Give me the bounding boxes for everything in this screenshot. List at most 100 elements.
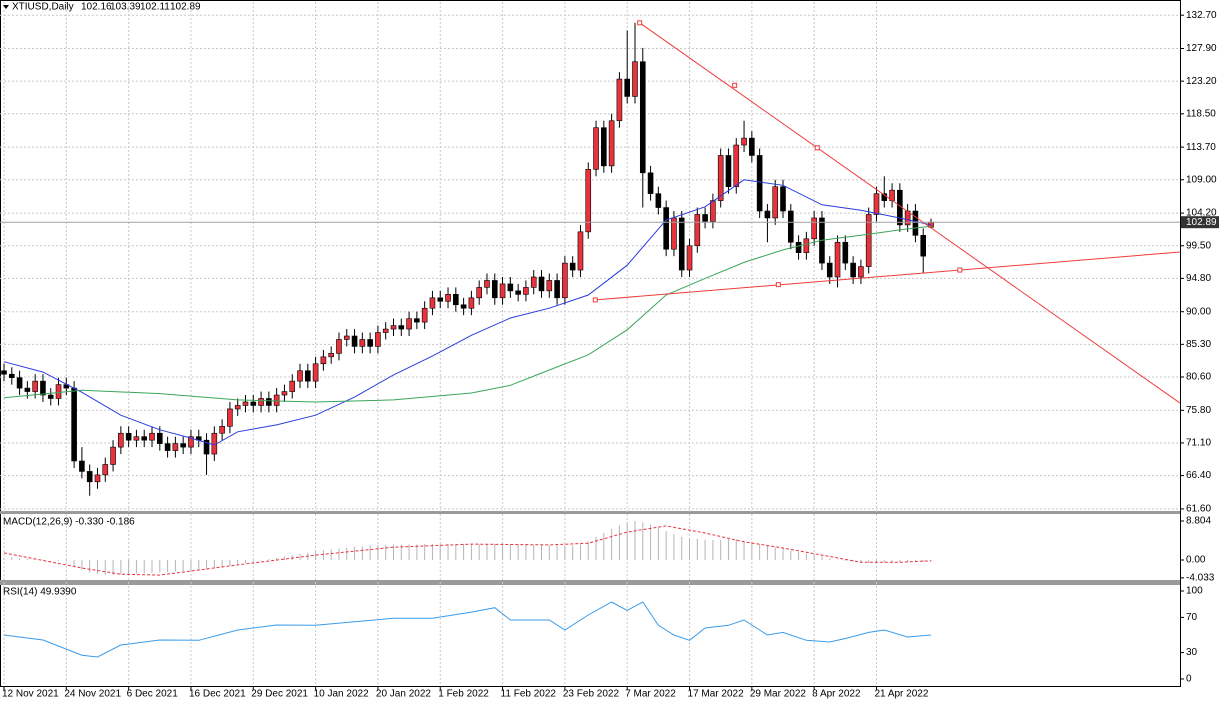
candle-body [157,432,163,444]
y-tick-label: 0 [1186,674,1192,685]
candle-body [826,262,833,278]
last-price-box [1181,216,1219,229]
candle-body [133,436,140,441]
candle-body [94,474,101,483]
x-tick-label: 11 Feb 2022 [501,689,557,700]
candle-body [180,443,186,448]
trendline [595,251,1181,301]
candle-body [351,335,358,347]
candle-body [585,169,592,233]
candle-body [858,266,864,278]
candle-body [507,283,514,292]
candle-body [125,432,132,441]
y-tick-label: 0.00 [1186,555,1206,566]
candle-body [920,235,927,257]
candle-body [678,217,685,271]
x-tick-label: 12 Nov 2021 [2,689,59,700]
x-tick-label: 29 Mar 2022 [750,689,807,700]
candle-body [437,297,444,302]
candle-body [398,325,405,330]
candle-body [429,297,436,309]
candle-body [577,231,584,271]
x-tick-label: 10 Jan 2022 [314,689,369,700]
candle-body [632,61,638,97]
candle-body [359,339,366,347]
candle-body [367,339,373,347]
x-tick-label: 20 Jan 2022 [376,689,431,700]
moving-average [3,225,932,403]
candle-body [71,387,77,462]
y-tick-label: 132.70 [1186,10,1217,21]
candle-body [484,280,490,288]
x-tick-label: 6 Dec 2021 [127,689,179,700]
x-tick-label: 29 Dec 2021 [251,689,308,700]
candle-body [343,335,350,340]
menu-arrow[interactable] [3,5,9,9]
candle-body [421,307,428,323]
candle-body [149,432,155,441]
candle-body [647,172,654,194]
candle-body [234,405,241,410]
candle-body [172,443,179,451]
candle-body [118,432,124,448]
candle-body [912,210,919,236]
candle-body [741,137,747,146]
candle-body [242,401,249,406]
last-close: 102.89 [170,2,201,13]
candle-body [780,186,786,212]
candle-body [8,373,15,378]
x-tick-label: 8 Apr 2022 [812,689,861,700]
y-tick-label: 113.70 [1186,142,1216,153]
candle-body [312,363,319,382]
candle-body [453,294,459,306]
candle-body [663,207,669,250]
candle-body [725,155,732,188]
x-tick-label: 21 Apr 2022 [874,689,928,700]
candle-body [164,443,171,451]
x-tick-label: 16 Dec 2021 [189,689,246,700]
candle-body [671,217,677,250]
candle-body [16,377,23,389]
x-tick-label: 17 Mar 2022 [688,689,745,700]
last-price-label: 102.89 [1186,217,1217,228]
candle-body [694,214,701,247]
candle-body [523,287,529,295]
candle-body [258,398,264,406]
y-tick-label: 70 [1186,612,1198,623]
trendline-anchor [637,20,643,26]
candle-body [336,339,342,354]
y-tick-label: 66.40 [1186,470,1211,481]
candle-body [569,262,576,271]
candle-body [266,398,272,406]
candle-body [390,325,397,330]
candle-body [499,283,506,299]
candle-body [110,446,116,465]
candle-body [865,214,872,267]
y-tick-label: 61.60 [1186,504,1211,515]
candle-body [40,380,46,396]
candle-body [772,186,779,219]
last-low: 102.11 [140,2,170,13]
candle-body [795,241,802,253]
candle-body [616,78,623,122]
trendline-anchor [592,297,598,303]
candle-body [624,78,631,97]
trendline-anchor [775,282,781,288]
candle-body [686,245,693,271]
trendline-anchor [732,82,738,88]
moving-average [3,179,932,446]
trendline [639,22,1181,404]
candle-body [538,276,545,292]
y-tick-label: 100 [1186,586,1203,597]
candle-body [515,290,521,295]
y-tick-label: -4.033 [1186,573,1215,584]
y-tick-label: 80.60 [1186,372,1211,383]
candle-body [803,238,810,253]
candle-body [850,262,856,278]
candle-body [289,380,296,392]
candle-body [702,214,708,222]
candle-body [717,155,724,201]
y-tick-label: 85.30 [1186,339,1211,350]
y-tick-label: 99.50 [1186,240,1211,251]
